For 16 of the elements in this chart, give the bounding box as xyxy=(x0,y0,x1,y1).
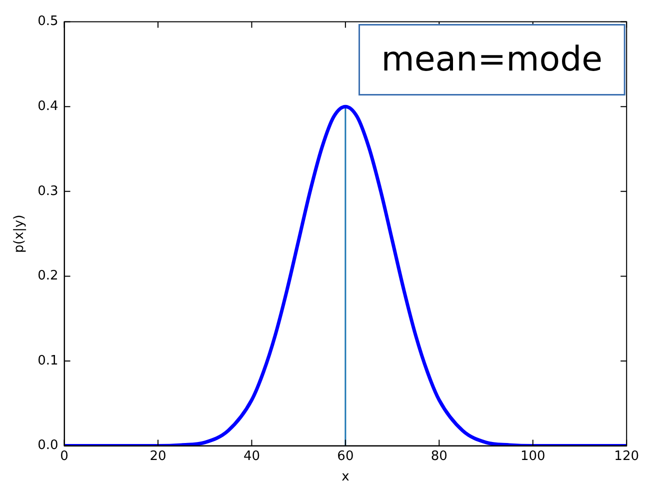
y-tick-label: 0.2 xyxy=(38,268,58,284)
x-tick-label: 120 xyxy=(614,448,640,464)
y-tick-label: 0.1 xyxy=(38,353,58,368)
y-axis-title: p(x|y) xyxy=(12,214,28,253)
x-tick-label: 40 xyxy=(243,448,260,464)
x-axis-title: x xyxy=(342,470,350,485)
x-tick-label: 100 xyxy=(520,448,546,464)
y-tick-label: 0.4 xyxy=(38,98,58,114)
x-tick-label: 60 xyxy=(337,448,354,464)
x-tick-label: 20 xyxy=(150,448,166,464)
y-tick-label: 0.3 xyxy=(38,184,58,199)
x-tick-label: 80 xyxy=(430,448,448,464)
x-tick-label: 0 xyxy=(60,448,68,464)
y-tick-label: 0.5 xyxy=(38,14,58,30)
y-tick-label: 0.0 xyxy=(38,438,58,454)
annotation: mean=mode xyxy=(381,40,603,80)
